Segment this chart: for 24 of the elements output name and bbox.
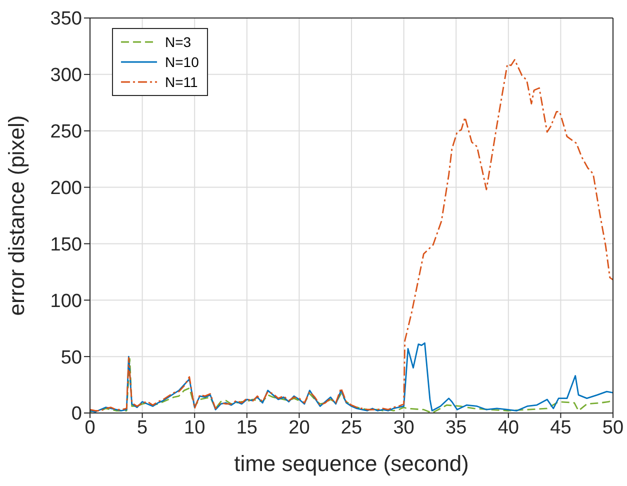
x-tick-label: 50: [602, 417, 624, 438]
x-tick-label: 15: [236, 417, 258, 438]
y-tick-label: 50: [60, 347, 82, 368]
y-tick-label: 300: [50, 65, 82, 86]
y-tick-label: 0: [71, 404, 82, 425]
y-tick-label: 250: [50, 122, 82, 143]
x-tick-label: 40: [498, 417, 519, 438]
legend-label: N=10: [165, 53, 199, 72]
x-tick-label: 10: [184, 417, 206, 438]
x-tick-label: 0: [84, 417, 96, 438]
y-axis-title: error distance (pixel): [4, 115, 29, 316]
legend-label: N=11: [165, 73, 198, 92]
x-tick-label: 20: [288, 417, 310, 438]
x-tick-label: 5: [137, 417, 148, 438]
legend-label: N=3: [165, 33, 192, 52]
y-tick-label: 150: [50, 234, 82, 256]
x-tick-label: 35: [446, 417, 467, 438]
y-tick-label: 100: [50, 290, 82, 312]
x-tick-label: 45: [550, 417, 572, 438]
y-tick-label: 200: [50, 178, 82, 200]
x-tick-label: 30: [393, 417, 414, 438]
x-axis-title: time sequence (second): [234, 451, 469, 476]
x-tick-label: 25: [340, 417, 362, 438]
y-tick-label: 350: [50, 8, 82, 30]
